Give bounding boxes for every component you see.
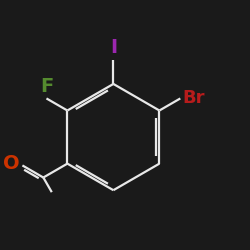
Text: F: F xyxy=(40,77,53,96)
Text: I: I xyxy=(110,38,117,58)
Text: O: O xyxy=(3,154,20,173)
Text: Br: Br xyxy=(182,90,205,108)
